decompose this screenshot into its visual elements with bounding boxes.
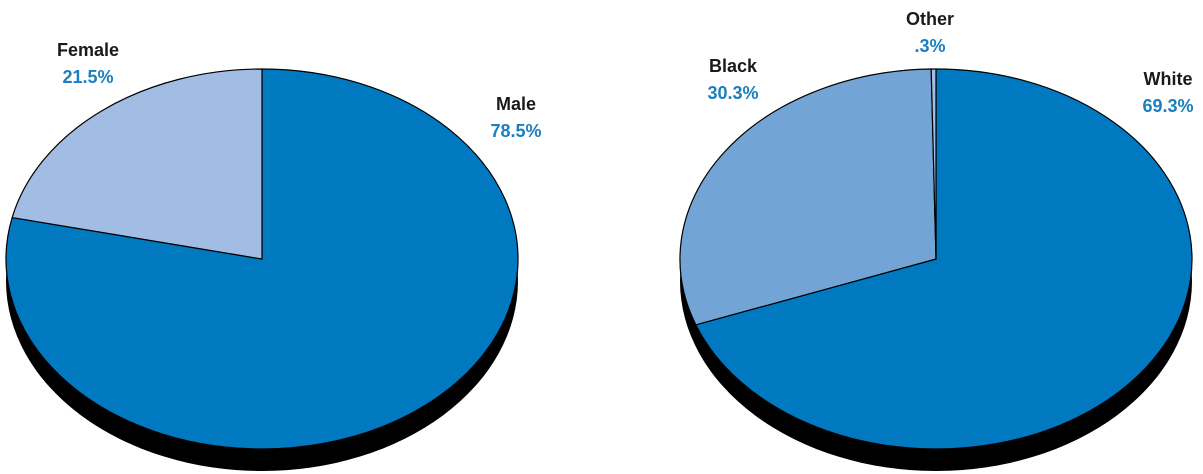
slice-value-male: 78.5% <box>490 121 541 141</box>
gender-pie-chart: Male 78.5% Female 21.5% <box>5 40 542 471</box>
race-pie-chart: White 69.3% Black 30.3% Other .3% <box>679 9 1194 471</box>
slice-value-white: 69.3% <box>1142 96 1193 116</box>
pie-slice-black <box>679 68 937 326</box>
slice-label-black: Black <box>709 56 758 76</box>
slice-label-other: Other <box>906 9 954 29</box>
slice-label-male: Male <box>496 94 536 114</box>
slice-label-female: Female <box>57 40 119 60</box>
pie-slice-white <box>695 68 1193 450</box>
slice-value-female: 21.5% <box>62 67 113 87</box>
slice-value-other: .3% <box>914 36 945 56</box>
slice-label-white: White <box>1144 69 1193 89</box>
pie-slice-female <box>11 68 263 260</box>
slice-value-black: 30.3% <box>707 83 758 103</box>
pie-slice-other <box>930 68 937 260</box>
